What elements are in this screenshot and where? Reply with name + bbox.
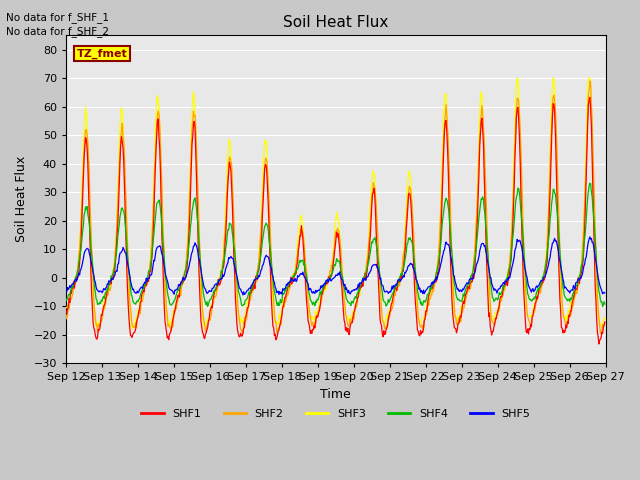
X-axis label: Time: Time bbox=[321, 388, 351, 401]
Title: Soil Heat Flux: Soil Heat Flux bbox=[283, 15, 388, 30]
Y-axis label: Soil Heat Flux: Soil Heat Flux bbox=[15, 156, 28, 242]
Legend: SHF1, SHF2, SHF3, SHF4, SHF5: SHF1, SHF2, SHF3, SHF4, SHF5 bbox=[137, 404, 535, 423]
Text: No data for f_SHF_2: No data for f_SHF_2 bbox=[6, 26, 109, 37]
Text: TZ_fmet: TZ_fmet bbox=[77, 48, 127, 59]
Text: No data for f_SHF_1: No data for f_SHF_1 bbox=[6, 12, 109, 23]
